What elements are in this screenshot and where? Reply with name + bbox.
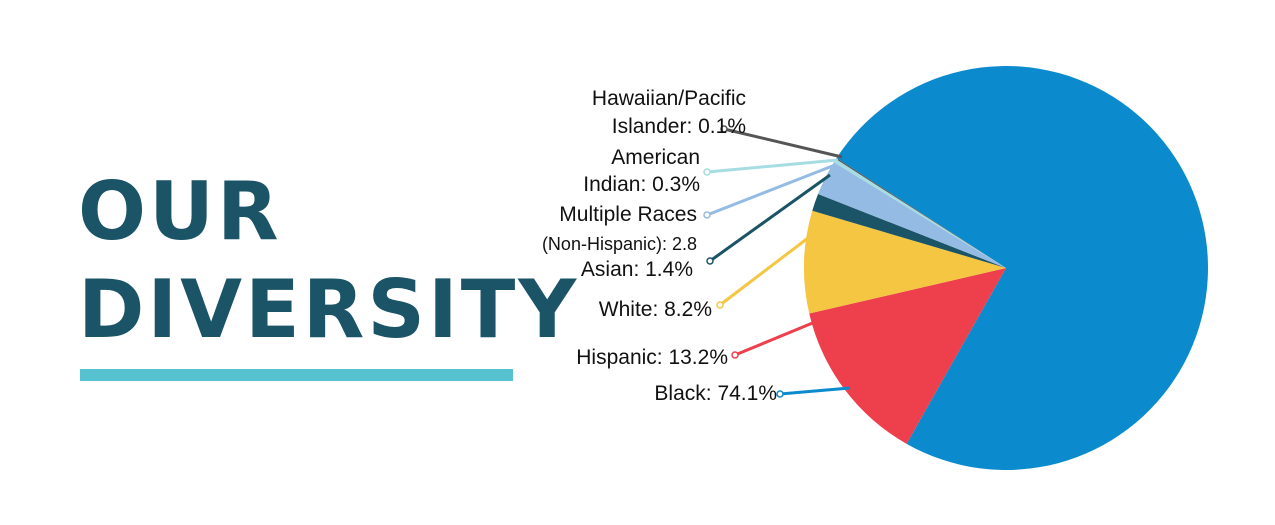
- title-line-1: OUR: [78, 165, 282, 258]
- leader-line-black: [779, 386, 851, 396]
- pie-slice-hawaiian-pacific-islander: [835, 157, 1006, 268]
- data-label-white: White: 8.2%: [599, 298, 712, 321]
- leader-dot-multiple-races-non-hispanic: [703, 211, 711, 219]
- data-label-hawaiian-pacific-islander: Islander: 0.1%: [612, 115, 746, 138]
- title-line-2: DIVERSITY: [78, 263, 580, 356]
- data-label-asian: Asian: 1.4%: [581, 258, 693, 281]
- leader-line-white: [719, 236, 809, 307]
- leader-line-asian: [709, 173, 831, 263]
- title-underline: [80, 369, 513, 381]
- pie-slice-hispanic: [809, 268, 1006, 444]
- leader-dot-hawaiian-pacific-islander: [720, 125, 728, 133]
- data-label-american-indian: American: [611, 146, 700, 169]
- leader-line-hawaiian-pacific-islander: [723, 127, 843, 159]
- data-label-multiple-races-non-hispanic: Multiple Races: [559, 203, 697, 226]
- pie-slice-american-indian: [833, 159, 1006, 268]
- leader-line-hispanic: [734, 320, 816, 357]
- leader-line-american-indian: [706, 158, 839, 174]
- leader-dot-american-indian: [703, 168, 711, 176]
- leader-line-multiple-races-non-hispanic: [706, 163, 836, 217]
- leader-dot-hispanic: [731, 351, 739, 359]
- leader-dot-black: [776, 390, 784, 398]
- leader-dot-asian: [706, 257, 714, 265]
- leader-dot-white: [716, 301, 724, 309]
- data-label-black: Black: 74.1%: [654, 382, 777, 405]
- data-label-hawaiian-pacific-islander: Hawaiian/Pacific: [592, 87, 746, 110]
- pie-slice-multiple-races-non-hispanic: [818, 162, 1006, 268]
- data-label-hispanic: Hispanic: 13.2%: [576, 346, 728, 369]
- data-label-multiple-races-non-hispanic: (Non-Hispanic): 2.8: [542, 234, 697, 254]
- pie-slice-asian: [812, 193, 1006, 268]
- data-label-american-indian: Indian: 0.3%: [583, 173, 700, 196]
- pie-slice-white: [804, 210, 1006, 314]
- pie-slice-black: [836, 66, 1208, 471]
